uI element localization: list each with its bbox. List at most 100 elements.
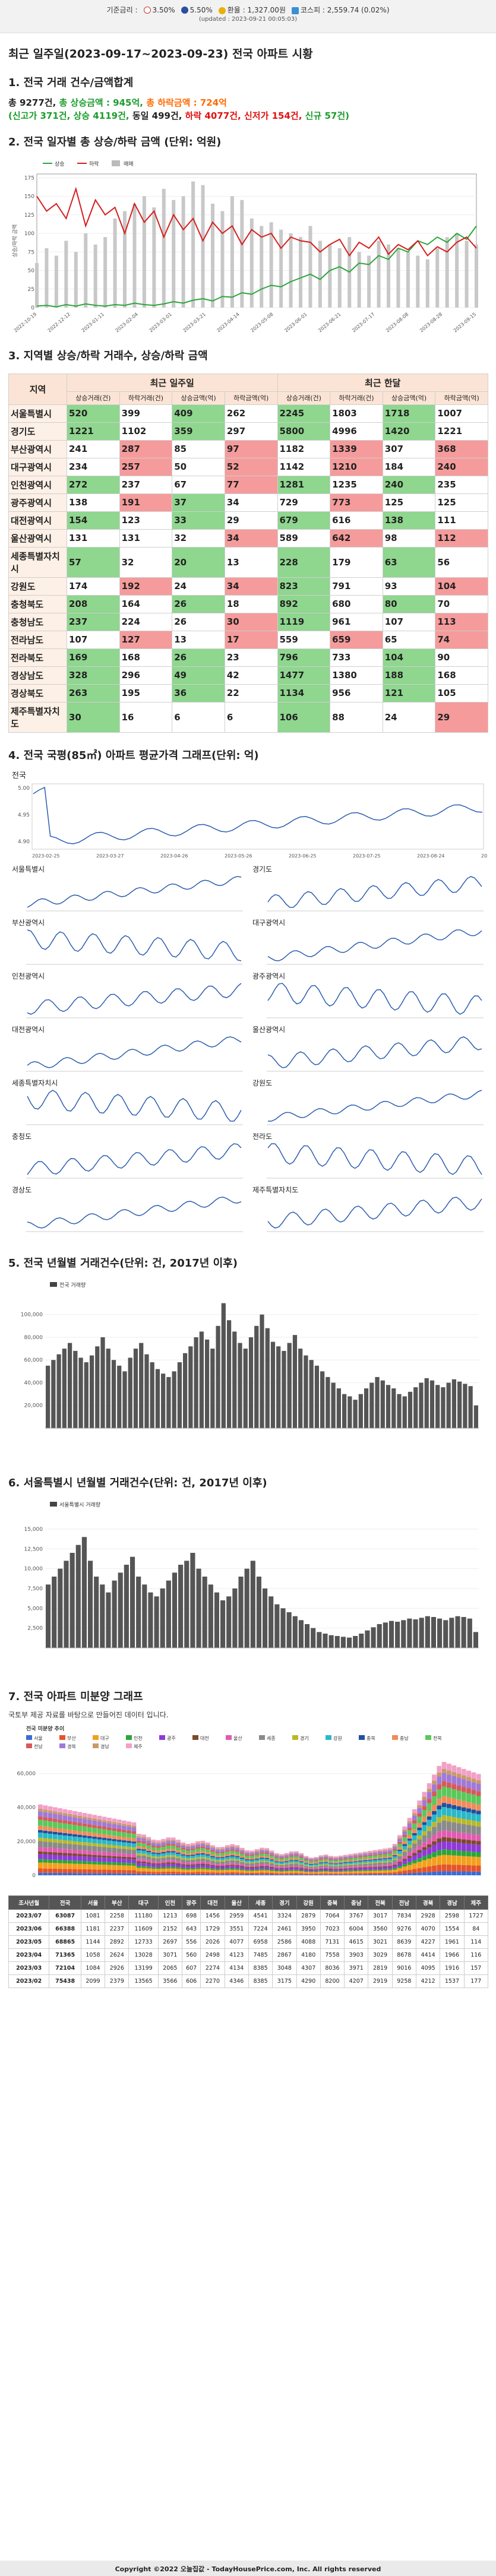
unsold-bar-segment: [161, 1874, 166, 1875]
unsold-bar-segment: [432, 1852, 437, 1857]
unsold-bar-segment: [77, 1822, 83, 1826]
unsold-bar-segment: [348, 1871, 353, 1874]
unsold-bar-segment: [348, 1853, 353, 1856]
unsold-value: 2379: [105, 1974, 129, 1988]
unsold-bar-segment: [72, 1869, 77, 1873]
volume-bar: [359, 1633, 364, 1648]
unsold-bar-segment: [136, 1836, 141, 1838]
unsold-value: 1084: [80, 1961, 106, 1975]
region-chart-title: 제주특별자치도: [252, 1186, 298, 1194]
volume-bar: [391, 1388, 396, 1428]
volume-bar: [81, 1537, 87, 1648]
unsold-bar-segment: [412, 1828, 417, 1833]
unsold-bar-segment: [225, 1860, 230, 1863]
unsold-bar-segment: [43, 1851, 48, 1855]
unsold-bar-segment: [338, 1859, 343, 1860]
unsold-bar-segment: [181, 1868, 186, 1869]
unsold-bar-segment: [274, 1871, 279, 1874]
unsold-bar-segment: [264, 1857, 270, 1859]
unsold-bar-segment: [412, 1853, 417, 1856]
region-chart-title: 서울특별시: [12, 865, 45, 874]
unsold-bar-segment: [249, 1852, 255, 1853]
up-series-line: [36, 225, 477, 308]
unsold-bar-segment: [289, 1851, 294, 1853]
unsold-bar-segment: [432, 1857, 437, 1866]
unsold-bar-segment: [397, 1868, 402, 1872]
region-value: 34: [224, 577, 278, 596]
unsold-bar-segment: [127, 1837, 131, 1841]
unsold-bar-segment: [141, 1863, 146, 1866]
unsold-bar-segment: [451, 1841, 457, 1850]
unsold-bar-segment: [97, 1833, 102, 1837]
unsold-bar-segment: [190, 1850, 195, 1853]
table-row: 2023/06 66388 1181 2237 11609 2152 643 1729 3551…: [8, 1922, 489, 1936]
volume-bar: [117, 1365, 122, 1428]
unsold-bar-segment: [353, 1866, 358, 1868]
unsold-value: 4070: [415, 1922, 441, 1936]
unsold-bar-segment: [200, 1848, 206, 1852]
x-tick-label: 2023-02-25: [32, 853, 60, 859]
unsold-bar-segment: [368, 1862, 373, 1863]
unsold-bar-segment: [210, 1866, 215, 1869]
unsold-bar-segment: [170, 1862, 176, 1864]
region-chart-title: 대구광역시: [252, 919, 285, 927]
unsold-bar-segment: [67, 1824, 72, 1830]
unsold-bar-segment: [377, 1867, 383, 1869]
unsold-bar-segment: [392, 1869, 397, 1872]
unsold-bar-segment: [397, 1841, 402, 1844]
unsold-bar-segment: [220, 1863, 225, 1866]
unsold-bar-segment: [131, 1827, 137, 1831]
unsold-bar-segment: [333, 1857, 339, 1860]
unsold-bar-segment: [456, 1865, 462, 1872]
unsold-bar-segment: [427, 1816, 432, 1820]
unsold-bar-segment: [249, 1866, 255, 1868]
unsold-bar-segment: [328, 1861, 333, 1863]
region-value: 184: [382, 457, 436, 476]
legend-swatch: [392, 1735, 398, 1740]
unsold-bar-segment: [136, 1842, 141, 1846]
region-value: 1281: [277, 475, 331, 494]
unsold-bar-segment: [195, 1841, 201, 1843]
unsold-bar-segment: [43, 1859, 48, 1863]
region-value: 97: [224, 439, 278, 458]
unsold-bar-segment: [264, 1849, 270, 1851]
volume-bar: [220, 1600, 226, 1648]
unsold-bar-segment: [377, 1869, 383, 1871]
unsold-bar-segment: [72, 1860, 77, 1864]
unsold-bar-segment: [131, 1847, 137, 1850]
unsold-bar-segment: [62, 1860, 68, 1863]
unsold-bar-segment: [176, 1853, 181, 1856]
unsold-bar-segment: [245, 1874, 249, 1875]
volume-bar: [334, 1635, 340, 1648]
volume-bar: [139, 1343, 144, 1428]
unsold-bar-segment: [264, 1864, 270, 1866]
unsold-bar-segment: [377, 1862, 383, 1865]
unsold-bar-segment: [112, 1822, 117, 1824]
unsold-bar-segment: [131, 1825, 137, 1828]
unsold-bar-segment: [220, 1849, 225, 1852]
unsold-bar-segment: [446, 1830, 451, 1838]
unsold-bar-segment: [304, 1866, 309, 1868]
unsold-bar-segment: [121, 1832, 127, 1837]
unsold-bar-segment: [166, 1856, 171, 1860]
unsold-bar-segment: [62, 1849, 68, 1853]
unsold-value: 3566: [157, 1974, 183, 1988]
unsold-bar-segment: [58, 1834, 62, 1840]
unsold-bar-segment: [235, 1854, 240, 1856]
unsold-bar-segment: [412, 1823, 417, 1829]
region-value: 616: [330, 511, 383, 530]
unsold-bar-segment: [441, 1849, 447, 1855]
unsold-bar-segment: [437, 1784, 442, 1790]
unsold-bar-segment: [427, 1788, 432, 1792]
unsold-value: 66388: [49, 1922, 81, 1936]
unsold-bar-segment: [260, 1858, 264, 1861]
volume-bar: [467, 1618, 472, 1648]
region-value: 20: [172, 546, 225, 578]
region-value: 680: [330, 594, 383, 613]
unsold-bar-segment: [427, 1830, 432, 1839]
unsold-bar-segment: [279, 1873, 284, 1875]
unsold-bar-segment: [407, 1827, 412, 1830]
region-value: 74: [435, 630, 488, 649]
